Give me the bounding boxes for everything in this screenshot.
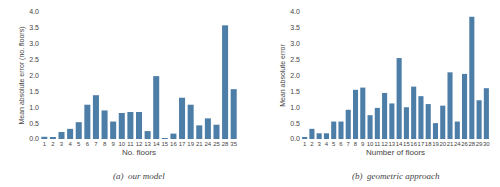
svg-text:0.5: 0.5: [290, 120, 300, 127]
svg-text:Mean absolute error: Mean absolute error: [279, 44, 286, 107]
svg-text:14: 14: [153, 141, 160, 147]
svg-text:4.0: 4.0: [29, 8, 39, 15]
svg-text:10: 10: [367, 141, 374, 147]
svg-text:26: 26: [461, 141, 468, 147]
svg-text:1.5: 1.5: [29, 88, 39, 95]
svg-text:(b) geometric approach: (b) geometric approach: [352, 171, 440, 181]
svg-text:18: 18: [425, 141, 432, 147]
svg-text:28: 28: [468, 141, 475, 147]
svg-text:0.5: 0.5: [29, 120, 39, 127]
svg-text:0.0: 0.0: [290, 135, 300, 142]
svg-text:14: 14: [396, 141, 403, 147]
svg-text:1.0: 1.0: [29, 104, 39, 111]
svg-text:2.5: 2.5: [29, 56, 39, 63]
svg-text:3.0: 3.0: [290, 40, 300, 47]
svg-text:17: 17: [418, 141, 425, 147]
svg-text:No. floors: No. floors: [122, 148, 156, 157]
svg-text:2.0: 2.0: [29, 72, 39, 79]
svg-text:11: 11: [374, 141, 381, 147]
svg-text:15: 15: [403, 141, 410, 147]
svg-text:25: 25: [213, 141, 220, 147]
svg-text:Number of floors: Number of floors: [366, 148, 425, 157]
svg-text:4: 4: [325, 141, 329, 147]
svg-text:17: 17: [179, 141, 186, 147]
svg-text:5: 5: [77, 141, 81, 147]
svg-text:7: 7: [94, 141, 98, 147]
svg-text:8: 8: [354, 141, 358, 147]
svg-text:3.0: 3.0: [29, 40, 39, 47]
svg-text:16: 16: [410, 141, 417, 147]
svg-text:9: 9: [361, 141, 365, 147]
svg-text:6: 6: [86, 141, 90, 147]
svg-text:3.5: 3.5: [290, 24, 300, 31]
svg-text:Mean absolute error (no. floor: Mean absolute error (no. floors): [18, 26, 26, 124]
svg-text:7: 7: [347, 141, 351, 147]
svg-text:4: 4: [68, 141, 72, 147]
svg-text:1: 1: [43, 141, 47, 147]
svg-text:24: 24: [205, 141, 212, 147]
svg-text:3.5: 3.5: [29, 24, 39, 31]
svg-text:1.0: 1.0: [290, 104, 300, 111]
svg-text:6: 6: [339, 141, 343, 147]
svg-text:2: 2: [310, 141, 314, 147]
svg-text:3: 3: [317, 141, 321, 147]
svg-text:5: 5: [332, 141, 336, 147]
svg-text:8: 8: [103, 141, 107, 147]
svg-text:28: 28: [222, 141, 229, 147]
svg-text:30: 30: [483, 141, 490, 147]
svg-text:9: 9: [111, 141, 115, 147]
svg-text:12: 12: [136, 141, 143, 147]
svg-text:4.0: 4.0: [290, 8, 300, 15]
svg-text:15: 15: [161, 141, 168, 147]
svg-text:29: 29: [476, 141, 483, 147]
svg-text:13: 13: [389, 141, 396, 147]
svg-text:13: 13: [144, 141, 151, 147]
svg-text:2.5: 2.5: [290, 56, 300, 63]
svg-text:21: 21: [447, 141, 454, 147]
svg-text:20: 20: [439, 141, 446, 147]
svg-text:11: 11: [127, 141, 134, 147]
svg-text:10: 10: [118, 141, 125, 147]
svg-text:3: 3: [60, 141, 64, 147]
svg-text:(a) our model: (a) our model: [113, 171, 165, 181]
svg-text:2.0: 2.0: [290, 72, 300, 79]
svg-text:12: 12: [381, 141, 388, 147]
svg-text:24: 24: [454, 141, 461, 147]
svg-text:21: 21: [196, 141, 203, 147]
svg-text:19: 19: [432, 141, 439, 147]
svg-text:1.5: 1.5: [290, 88, 300, 95]
svg-text:35: 35: [230, 141, 237, 147]
svg-text:1: 1: [303, 141, 307, 147]
svg-text:0.0: 0.0: [29, 135, 39, 142]
svg-text:2: 2: [51, 141, 55, 147]
svg-text:19: 19: [187, 141, 194, 147]
svg-text:16: 16: [170, 141, 177, 147]
